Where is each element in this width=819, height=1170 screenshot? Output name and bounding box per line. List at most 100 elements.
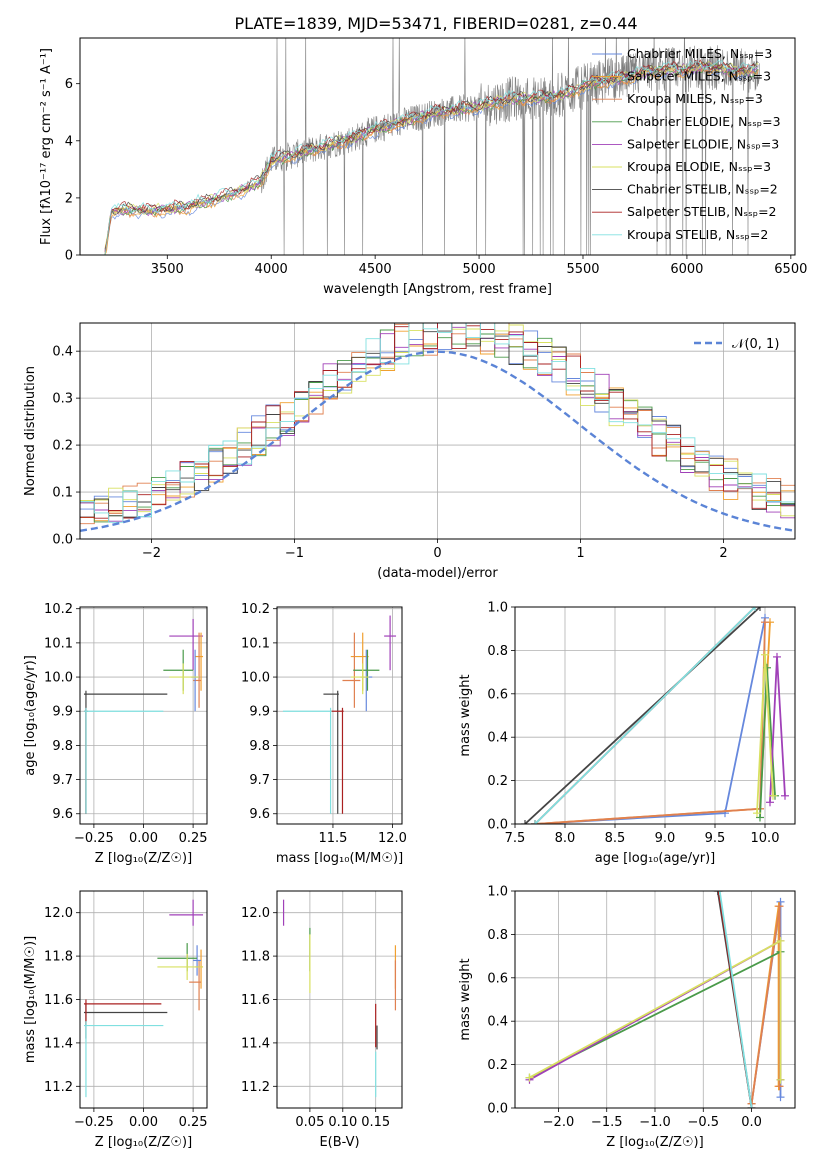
y-tick-label: 11.8	[241, 950, 270, 965]
x-tick-label: 5500	[566, 262, 599, 277]
axes-mass_vs_Z: −0.25 0.00 0.25 11.2 11.4 11.6 11.8 12.0 Z [log₁…	[23, 890, 208, 1150]
spectrum-legend: Chabrier MILES, Nₛₛₚ=3 Salpeter MILES, Nₛ…	[592, 46, 781, 242]
axes-mass_vs_EBV: 0.05 0.10 0.15 11.2 11.4 11.6 11.8 12.0 E(B-V)	[241, 890, 403, 1150]
x-tick-label: −0.25	[74, 831, 114, 846]
y-tick-label: 9.7	[249, 773, 270, 788]
axes-weight_vs_age: 7.5 8.0 8.5 9.0 9.5 10.0 0.0 0.2 0.4 0.6 0.8 1.0 age…	[458, 601, 796, 866]
y-tick-label: 9.8	[249, 739, 270, 754]
y-tick-label: 0.3	[52, 392, 73, 407]
x-tick-label: 0.00	[129, 1115, 158, 1130]
axes-frame	[276, 890, 403, 1109]
x-tick-label: 1	[576, 546, 584, 561]
y-tick-label: 10.0	[44, 671, 73, 686]
point-marker-kroupa-miles	[761, 618, 769, 627]
y-tick-label: 0.2	[487, 1058, 508, 1073]
y-axis-label: mass weight	[458, 958, 473, 1040]
errorbar-kroupa-elodie	[169, 663, 200, 695]
errorbar-salpeter-elodie	[384, 615, 397, 671]
point-marker-chabrier-elodie	[756, 813, 764, 822]
x-tick-label: 4500	[359, 262, 392, 277]
axes-frame	[79, 606, 208, 825]
x-tick-label: 9.5	[705, 831, 726, 846]
errorbar-kroupa-miles	[193, 632, 202, 708]
legend-entry: Salpeter MILES, Nₛₛₚ=3	[627, 69, 771, 84]
plot-area-age_vs_Z	[83, 618, 204, 814]
model-line-salpeter-elodie	[104, 61, 759, 251]
grid-mass_vs_EBV	[277, 891, 402, 1108]
y-tick-label: 10.0	[241, 671, 270, 686]
plot-area-mass_vs_Z	[83, 899, 204, 1098]
y-tick-label: 11.2	[241, 1080, 270, 1095]
x-tick-label: 0.15	[361, 1115, 390, 1130]
x-tick-label: 0.0	[741, 1115, 762, 1130]
series-line-chabrier-stelib	[524, 607, 761, 824]
x-tick-label: 0.25	[179, 831, 208, 846]
plot-area-mass_vs_EBV	[282, 899, 397, 1098]
legend-entry: Kroupa STELIB, Nₛₛₚ=2	[627, 227, 768, 242]
x-tick-label: 12.0	[378, 831, 407, 846]
legend-entry: Salpeter ELODIE, Nₛₛₚ=3	[627, 136, 779, 151]
legend-entry: Chabrier ELODIE, Nₛₛₚ=3	[627, 114, 781, 129]
y-tick-label: 4	[65, 134, 73, 149]
figure-title: PLATE=1839, MJD=53471, FIBERID=0281, z=0…	[234, 14, 637, 33]
model-line-salpeter-miles	[104, 65, 759, 255]
legend-entry: Chabrier MILES, Nₛₛₚ=3	[627, 46, 772, 61]
x-tick-label: 0	[433, 546, 441, 561]
y-tick-label: 2	[65, 191, 73, 206]
y-tick-label: 10.2	[241, 602, 270, 617]
y-tick-label: 0.0	[487, 1102, 508, 1117]
x-tick-label: 5000	[463, 262, 496, 277]
y-tick-label: 11.4	[241, 1036, 270, 1051]
x-tick-label: −2	[142, 546, 161, 561]
y-tick-label: 11.8	[44, 950, 73, 965]
y-tick-label: 12.0	[44, 906, 73, 921]
series-line-kroupa-miles	[534, 622, 766, 824]
grid-age_vs_Z	[80, 607, 207, 824]
x-tick-label: −1.0	[639, 1115, 671, 1130]
x-tick-label: 8.0	[555, 831, 576, 846]
y-tick-label: 0.0	[52, 533, 73, 548]
y-axis-label: Normed distribution	[23, 366, 38, 496]
point-marker-kroupa-miles	[775, 902, 784, 911]
y-axis-label: Flux [fλ10⁻¹⁷ erg cm⁻² s⁻¹ A⁻¹]	[39, 48, 54, 245]
axes-frame	[79, 37, 796, 256]
plot-area-weight_vs_Z	[525, 891, 785, 1108]
point-marker-chabrier-stelib	[521, 820, 529, 824]
x-tick-label: 7.5	[505, 831, 526, 846]
model-line-salpeter-stelib	[104, 59, 759, 253]
axes-frame	[514, 890, 796, 1109]
point-marker-kroupa-elodie	[776, 936, 785, 945]
x-axis-label: Z [log₁₀(Z/Z☉)]	[606, 1135, 703, 1150]
model-line-kroupa-elodie	[104, 60, 759, 249]
legend-entry: Chabrier STELIB, Nₛₛₚ=2	[627, 182, 778, 197]
point-marker-kroupa-elodie	[753, 809, 761, 818]
point-marker-kroupa-stelib	[531, 820, 539, 824]
x-tick-label: 0.10	[328, 1115, 357, 1130]
y-tick-label: 0.6	[487, 971, 508, 986]
y-tick-label: 0.6	[487, 687, 508, 702]
axes-residuals: −2 −1 0 1 2 0.0 0.1 0.2 0.3 0.4 (data-model)/error…	[23, 322, 796, 581]
y-tick-label: 6	[65, 77, 73, 92]
legend-entry: Kroupa ELODIE, Nₛₛₚ=3	[627, 159, 771, 174]
y-tick-label: 12.0	[241, 906, 270, 921]
y-tick-label: 11.4	[44, 1036, 73, 1051]
x-axis-label: age [log₁₀(age/yr)]	[595, 851, 716, 866]
axes-frame	[514, 606, 796, 825]
x-tick-label: 10.0	[751, 831, 780, 846]
errorbar-kroupa-stelib	[282, 707, 332, 814]
y-tick-label: 11.6	[241, 993, 270, 1008]
point-marker-kroupa-stelib	[715, 891, 724, 895]
y-tick-label: 10.1	[241, 636, 270, 651]
axes-age_vs_Z: −0.25 0.00 0.25 9.6 9.7 9.8 9.9 10.0 10.1 10.2 Z […	[23, 602, 208, 866]
histogram-kroupa-elodie	[80, 323, 795, 517]
x-tick-label: 0.25	[179, 1115, 208, 1130]
errorbar-chabrier-elodie	[163, 649, 194, 691]
x-axis-label: E(B-V)	[319, 1135, 359, 1150]
y-axis-label: mass weight	[458, 674, 473, 756]
point-marker-kroupa-elodie	[525, 1073, 534, 1082]
series-line-kroupa-miles	[750, 906, 781, 1104]
x-tick-label: 0.00	[129, 831, 158, 846]
y-tick-label: 11.2	[44, 1080, 73, 1095]
axes-frame	[79, 322, 796, 540]
errorbar-chabrier-elodie	[353, 649, 380, 691]
